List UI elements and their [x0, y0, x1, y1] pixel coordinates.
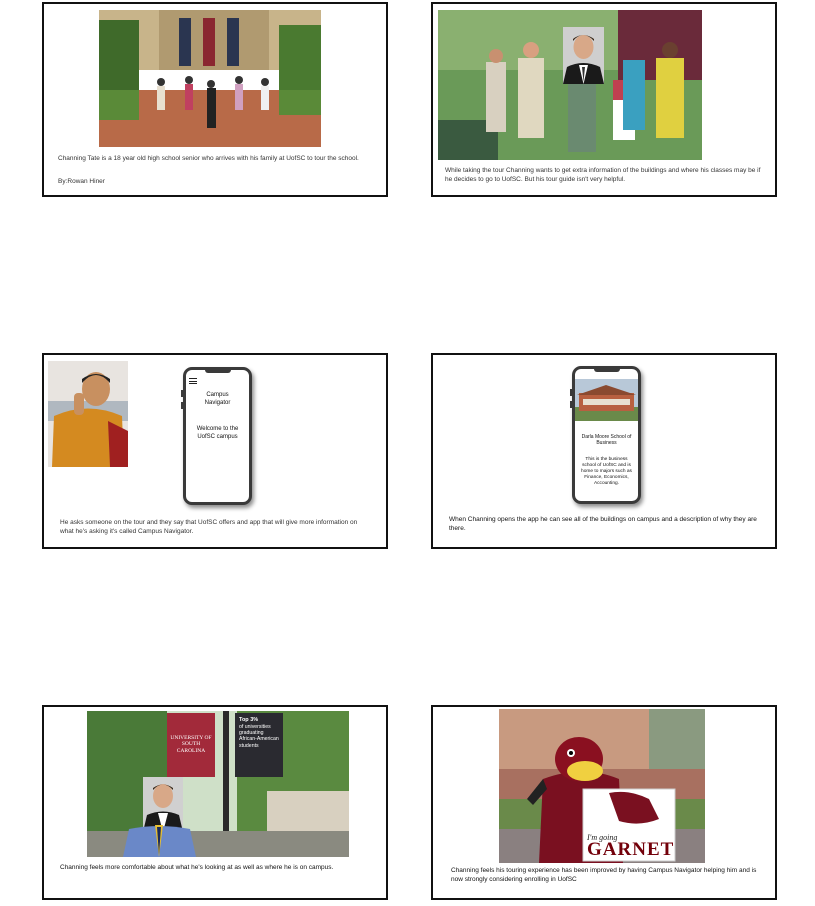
- panel-5-caption: Channing feels more comfortable about wh…: [60, 864, 334, 871]
- comic-panel-3: Campus Navigator Welcome to the UofSC ca…: [42, 353, 388, 549]
- panel-3-caption: He asks someone on the tour and they say…: [60, 519, 358, 535]
- phone-mockup-building: Darla Moore School of Business This is t…: [570, 366, 641, 504]
- panel-1-caption: Channing Tate is a 18 year old high scho…: [58, 155, 359, 162]
- comic-panel-6: I'm going GARNET Channing feels his tour…: [431, 705, 777, 900]
- phone-side-button: [181, 402, 183, 409]
- banner-right-text: of universities graduating African-Ameri…: [239, 724, 279, 749]
- hamburger-menu-icon[interactable]: [189, 378, 197, 386]
- panel-2-caption: While taking the tour Channing wants to …: [445, 167, 761, 183]
- panel-4-caption: When Channing opens the app he can see a…: [449, 516, 757, 532]
- panel-6-caption: Channing feels his touring experience ha…: [451, 867, 757, 883]
- phone-notch: [204, 370, 231, 373]
- channing-headshot: [143, 777, 183, 832]
- phone-side-button: [181, 390, 183, 397]
- building-photo: [575, 379, 638, 421]
- campus-walk-photo: [99, 10, 321, 147]
- mascot-photo: I'm going GARNET: [499, 709, 705, 863]
- comic-panel-5: UNIVERSITY OF SOUTH CAROLINA Top 3% of u…: [42, 705, 388, 900]
- comic-panel-1: Channing Tate is a 18 year old high scho…: [42, 2, 388, 197]
- banner-left-text: UNIVERSITY OF SOUTH CAROLINA: [170, 735, 212, 754]
- channing-body: [123, 825, 196, 857]
- phone-notch: [593, 369, 620, 372]
- comic-panel-4: Darla Moore School of Business This is t…: [431, 353, 777, 549]
- phone-side-button: [570, 401, 572, 408]
- building-name: Darla Moore School of Business: [581, 434, 632, 447]
- phone-mockup-home: Campus Navigator Welcome to the UofSC ca…: [181, 367, 252, 505]
- banner-right-bold: Top 3%: [239, 717, 259, 723]
- sign-small-text: I'm going: [587, 833, 618, 842]
- panel-1-byline: By:Rowan Hiner: [58, 178, 105, 185]
- app-title: Campus Navigator: [204, 392, 231, 406]
- phone-side-button: [570, 389, 572, 396]
- student-thumbs-up-photo: [48, 361, 128, 467]
- building-description: This is the business school of UofSC and…: [581, 457, 632, 486]
- sign-big-text: GARNET: [587, 839, 675, 860]
- app-welcome-text: Welcome to the UofSC campus: [196, 426, 239, 440]
- channing-headshot: [563, 27, 604, 84]
- comic-panel-2: While taking the tour Channing wants to …: [431, 2, 777, 197]
